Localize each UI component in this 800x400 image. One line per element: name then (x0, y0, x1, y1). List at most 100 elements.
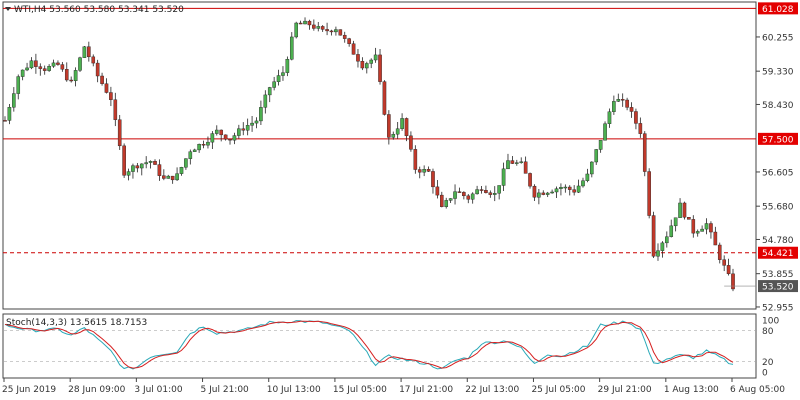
candle (139, 163, 144, 176)
price-axis[interactable]: 61.028 60.255 59.330 58.430 57.500 56.605 55.6… (756, 2, 798, 313)
candle (188, 149, 193, 165)
stochastic-axis-label: 20 (762, 358, 774, 368)
svg-text:53.520: 53.520 (762, 283, 794, 293)
candle (400, 113, 404, 131)
symbol-header[interactable]: WTI,H4 53.560 53.580 53.341 53.520 (5, 5, 184, 15)
candle (440, 191, 444, 208)
candle (170, 175, 175, 184)
stochastic-axis-label: 80 (762, 327, 774, 337)
level-price-tag[interactable]: 57.500 (758, 132, 798, 146)
candle (307, 19, 312, 30)
time-label: 15 Jul 05:00 (333, 385, 387, 395)
candle (497, 185, 501, 200)
candle (3, 116, 7, 122)
stochastic-axis-label: 0 (762, 369, 768, 379)
candle (263, 90, 268, 114)
candle (457, 187, 462, 193)
candle (219, 129, 223, 142)
price-label: 54.780 (762, 236, 794, 246)
candle (545, 191, 550, 198)
candle (109, 86, 113, 107)
candle (20, 69, 25, 81)
candle (294, 21, 299, 39)
main-pane[interactable] (2, 1, 757, 310)
candle (704, 218, 709, 235)
candle (285, 56, 290, 77)
time-label: 1 Aug 13:00 (664, 385, 719, 395)
candle (73, 67, 78, 87)
candle (532, 184, 537, 201)
candle (192, 148, 197, 152)
candle (506, 153, 510, 170)
candle (426, 166, 431, 173)
candle (100, 72, 104, 86)
time-label: 22 Jul 13:00 (465, 385, 519, 395)
candle (559, 183, 563, 196)
stochastic-axis-label: 100 (762, 317, 779, 327)
candle (576, 179, 581, 194)
candle (78, 56, 82, 73)
candle (179, 166, 184, 176)
time-axis[interactable]: 25 Jun 2019 28 Jun 09:00 3 Jul 01:00 5 Jul … (2, 378, 785, 395)
time-label: 25 Jul 05:00 (531, 385, 585, 395)
candle (435, 180, 440, 199)
candle (537, 188, 541, 205)
candle (484, 185, 488, 194)
price-series (3, 17, 756, 292)
candle (519, 157, 524, 164)
price-label: 56.605 (762, 168, 794, 178)
price-label: 58.430 (762, 101, 794, 111)
level-price-tag[interactable]: 61.028 (758, 2, 798, 15)
time-label: 28 Jun 09:00 (68, 385, 125, 395)
price-label: 60.255 (762, 33, 794, 43)
stochastic-main-line (4, 320, 734, 370)
symbol-info: WTI,H4 53.560 53.580 53.341 53.520 (14, 5, 184, 15)
candle (276, 69, 281, 86)
candle (175, 167, 179, 181)
candle (417, 166, 422, 179)
candle (104, 78, 109, 94)
candle (470, 192, 475, 204)
level-price-tag[interactable]: 54.421 (758, 246, 798, 260)
candle (382, 80, 387, 116)
candle (135, 162, 140, 173)
candle (351, 40, 356, 55)
candle (113, 92, 118, 127)
candle (629, 102, 634, 118)
candle (47, 64, 51, 72)
candle (413, 145, 418, 174)
time-label: 5 Jul 21:00 (201, 385, 250, 395)
candle (334, 26, 338, 36)
candle (42, 65, 47, 75)
candle (510, 156, 515, 165)
candle (69, 76, 73, 83)
candle (669, 219, 674, 238)
candle (298, 20, 303, 25)
current-price-tag: 53.520 (758, 280, 798, 293)
candle (598, 140, 603, 153)
candle (515, 159, 519, 166)
candle (117, 114, 122, 150)
candle (60, 61, 65, 72)
candle (563, 184, 568, 193)
candle (594, 148, 599, 165)
candle (462, 191, 466, 200)
candle (700, 225, 704, 232)
candle (603, 121, 607, 141)
main-pane-border (2, 1, 757, 310)
triangle-down-icon[interactable] (5, 7, 11, 11)
candle (616, 93, 621, 103)
candle (312, 19, 316, 31)
candle (34, 53, 38, 74)
candle (541, 190, 546, 196)
candle (409, 131, 413, 152)
stochastic-pane[interactable] (2, 313, 757, 379)
candle (29, 57, 34, 70)
candle (201, 140, 206, 149)
candle (320, 25, 325, 32)
candle (717, 242, 722, 264)
candle (585, 168, 590, 183)
candle (157, 159, 162, 181)
